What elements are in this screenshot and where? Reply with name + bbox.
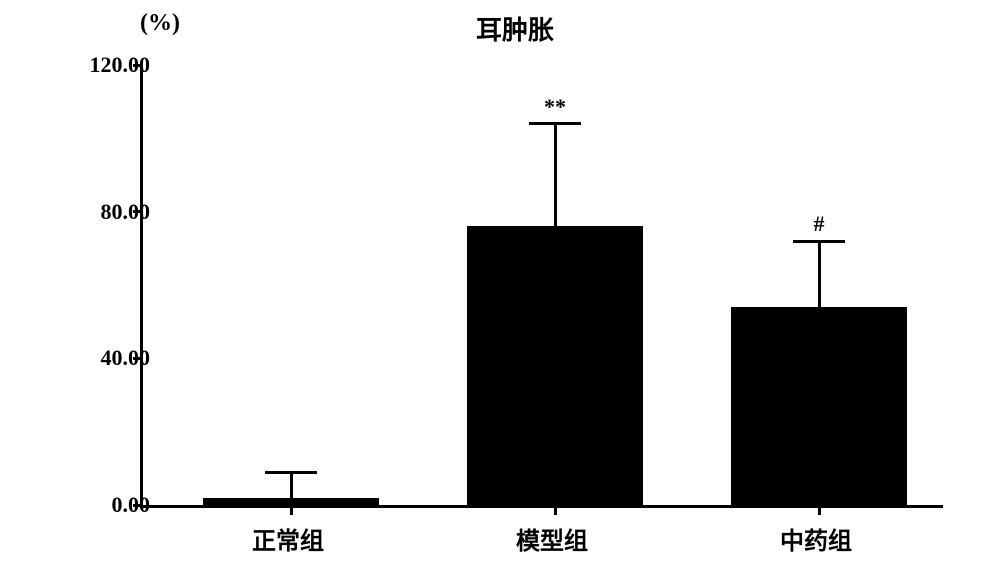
error-cap [265,471,316,474]
y-tick-label: 0.00 [112,492,151,518]
x-tick-line [554,505,557,515]
x-tick-line [290,505,293,515]
y-tick-label: 40.00 [101,345,151,371]
y-tick-label: 120.00 [90,52,151,78]
unit-label: (%) [140,10,180,37]
bar [203,498,379,505]
significance-label: # [814,211,825,237]
significance-label: ** [544,94,566,120]
x-tick-label: 中药组 [780,521,852,556]
x-tick-label: 模型组 [516,521,588,556]
plot-area: ** # [140,65,943,508]
bar [731,307,907,505]
error-cap [793,240,844,243]
error-stem [818,241,821,307]
error-stem [290,472,293,498]
error-stem [554,124,557,227]
bar [467,226,643,505]
chart-title: 耳肿胀 [476,10,554,47]
x-tick-label: 正常组 [252,521,324,556]
x-tick-line [818,505,821,515]
error-cap [529,122,580,125]
y-tick-label: 80.00 [101,199,151,225]
chart-container: 耳肿胀 (%) **# 0.0040.0080.00120.00正常组模型组中药… [60,10,970,550]
